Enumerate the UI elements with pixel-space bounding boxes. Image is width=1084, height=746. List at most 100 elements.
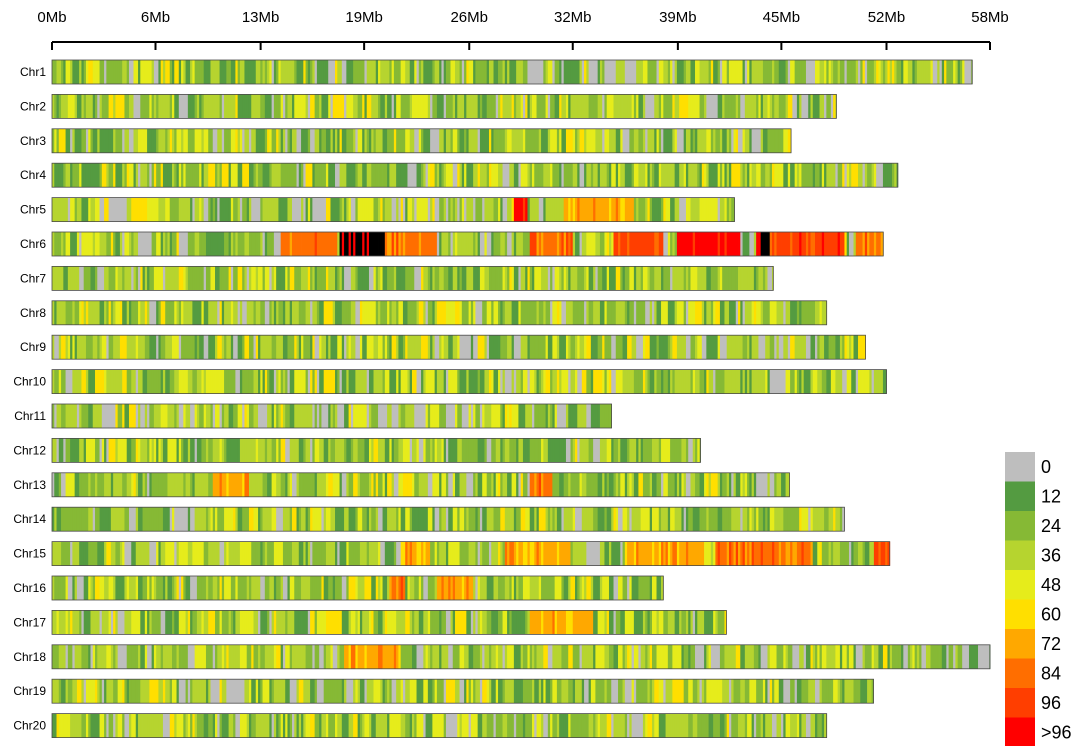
density-bin [803, 94, 807, 119]
density-bin [162, 128, 166, 153]
density-bin [58, 507, 62, 532]
density-bin [387, 369, 390, 394]
density-bin [142, 438, 146, 463]
density-bin [629, 60, 633, 84]
density-bin [74, 300, 78, 325]
density-bin [167, 163, 171, 188]
density-bin [690, 94, 694, 119]
density-bin [529, 163, 533, 188]
density-bin [606, 472, 610, 497]
density-bin [781, 163, 784, 188]
density-bin [226, 369, 229, 394]
density-bin [83, 128, 87, 153]
density-bin [414, 266, 417, 291]
density-bin [88, 232, 91, 256]
density-bin [665, 94, 669, 119]
density-bin [282, 541, 286, 566]
density-bin [65, 369, 69, 394]
density-bin [882, 163, 886, 188]
density-bin [538, 438, 542, 463]
density-bin [176, 232, 180, 256]
density-bin [810, 300, 814, 325]
density-bin [708, 369, 712, 394]
density-bin [362, 128, 365, 153]
density-bin [187, 472, 191, 497]
density-bin [670, 232, 673, 256]
density-bin [273, 128, 277, 153]
density-bin [697, 335, 700, 360]
density-bin [310, 507, 313, 532]
density-bin [337, 507, 340, 532]
density-bin [633, 197, 637, 222]
density-bin [606, 438, 610, 463]
density-bin [550, 438, 553, 463]
density-bin [559, 163, 562, 188]
density-bin [853, 232, 857, 256]
density-bin [255, 94, 259, 119]
density-bin [393, 404, 397, 428]
density-bin [251, 60, 254, 84]
chromosome-outline [51, 265, 774, 291]
density-bin [425, 232, 429, 256]
density-bin [681, 507, 685, 532]
density-bin [930, 60, 934, 84]
density-bin [443, 335, 447, 360]
density-bin [61, 94, 64, 119]
density-bin [491, 266, 494, 291]
density-bin [448, 163, 451, 188]
density-bin [425, 507, 429, 532]
density-bin [652, 300, 655, 325]
density-bin [513, 94, 517, 119]
density-bin [144, 541, 148, 566]
density-bin [307, 197, 311, 222]
density-bin [538, 128, 542, 153]
density-bin [122, 472, 125, 497]
density-bin [552, 369, 556, 394]
density-bin [710, 472, 714, 497]
density-bin [772, 266, 774, 291]
density-bin [441, 60, 445, 84]
density-bin [389, 197, 393, 222]
density-bin [649, 232, 653, 256]
density-bin [278, 507, 282, 532]
chromosome-outline [51, 403, 612, 429]
density-bin [599, 472, 603, 497]
density-bin [126, 541, 130, 566]
density-bin [740, 300, 743, 325]
density-bin [658, 128, 662, 153]
density-bin [307, 128, 311, 153]
density-bin [629, 197, 633, 222]
density-bin [688, 300, 691, 325]
density-bin [412, 507, 415, 532]
density-bin [251, 369, 254, 394]
density-bin [258, 438, 261, 463]
density-bin [575, 335, 578, 360]
density-bin [697, 197, 700, 222]
density-bin [536, 507, 540, 532]
density-bin [552, 163, 556, 188]
density-bin [504, 197, 508, 222]
density-bin [90, 232, 94, 256]
density-bin [416, 94, 420, 119]
density-bin [599, 335, 603, 360]
density-bin [328, 266, 331, 291]
density-bin [547, 232, 551, 256]
density-bin [627, 163, 630, 188]
density-bin [575, 369, 578, 394]
density-bin [697, 128, 700, 153]
density-bin [117, 94, 121, 119]
density-bin [432, 232, 436, 256]
density-bin [516, 94, 519, 119]
density-bin [382, 60, 386, 84]
density-bin [638, 60, 642, 84]
density-bin [450, 197, 454, 222]
density-bin [330, 300, 334, 325]
density-bin [604, 163, 608, 188]
density-bin [676, 300, 680, 325]
density-bin [724, 197, 728, 222]
density-bin [174, 94, 177, 119]
density-bin [688, 60, 691, 84]
density-bin [339, 335, 343, 360]
density-bin [550, 128, 553, 153]
density-bin [325, 472, 329, 497]
